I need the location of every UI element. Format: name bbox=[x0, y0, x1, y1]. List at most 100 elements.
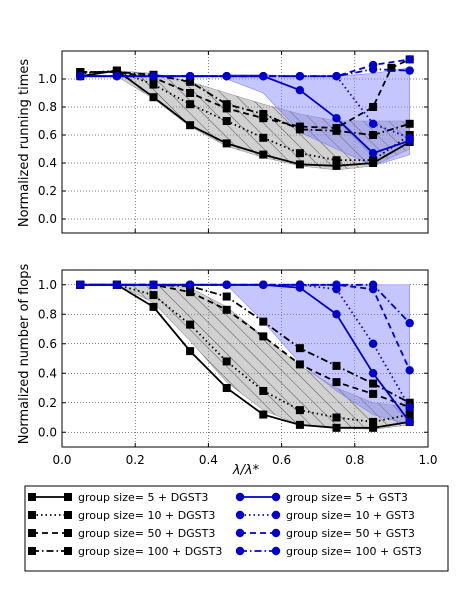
legend-label-6: group size= 100 + DGST3 bbox=[78, 545, 222, 558]
series-marker-1-8 bbox=[369, 156, 378, 165]
series-line-7 bbox=[80, 283, 411, 324]
legend-label-3: group size= 10 + GST3 bbox=[286, 509, 415, 522]
plot-frame-running-times bbox=[61, 50, 429, 234]
series-marker-3-4 bbox=[222, 292, 231, 301]
series-marker-7-2 bbox=[149, 280, 158, 289]
series-marker-1-6 bbox=[295, 406, 304, 415]
series-marker-5-8 bbox=[368, 339, 378, 348]
legend-marker-7-1 bbox=[271, 546, 281, 556]
series-marker-0-7 bbox=[332, 423, 341, 432]
running-times-panel: 0.0 0.2 0.4 0.6 0.8 1.0 bbox=[38, 50, 429, 234]
series-marker-3-6 bbox=[295, 125, 304, 134]
legend-label-4: group size= 50 + DGST3 bbox=[78, 527, 215, 540]
series-marker-1-6 bbox=[295, 149, 304, 158]
series-marker-2-7 bbox=[332, 378, 341, 387]
series-marker-1-3 bbox=[186, 320, 195, 329]
series-marker-3-8 bbox=[369, 131, 378, 139]
y-tick-label-3: 0.6 bbox=[38, 337, 57, 351]
plot-frame-flops bbox=[61, 269, 429, 448]
x-tick-label-3: 0.6 bbox=[272, 453, 291, 467]
legend-marker-1-1 bbox=[271, 492, 281, 502]
series-marker-2-4 bbox=[222, 104, 231, 113]
series-marker-2-5 bbox=[259, 332, 268, 341]
series-marker-7-1 bbox=[112, 280, 122, 289]
series-marker-0-5 bbox=[259, 410, 268, 419]
series-marker-7-8 bbox=[368, 280, 378, 289]
legend-marker-4-1 bbox=[64, 529, 72, 537]
series-marker-7-3 bbox=[185, 280, 195, 289]
series-marker-1-2 bbox=[149, 80, 158, 89]
series-marker-4-8 bbox=[368, 369, 378, 378]
series-marker-3-4 bbox=[222, 100, 231, 109]
series-marker-3-7 bbox=[332, 126, 341, 135]
series-marker-7-3 bbox=[185, 72, 195, 81]
y-tick-label-5: 1.0 bbox=[38, 278, 57, 292]
legend-label-0: group size= 5 + DGST3 bbox=[78, 491, 208, 504]
legend-marker-2-0 bbox=[28, 511, 36, 519]
series-marker-0-3 bbox=[186, 121, 195, 130]
x-axis-label: λ/λ* bbox=[232, 463, 260, 478]
series-marker-1-7 bbox=[332, 413, 341, 422]
series-marker-5-9 bbox=[405, 402, 414, 412]
legend-marker-3-0 bbox=[235, 510, 245, 520]
y-tick-label-1: 0.2 bbox=[38, 396, 57, 410]
x-tick-label-0: 0.0 bbox=[52, 453, 71, 467]
series-marker-2-4 bbox=[222, 305, 231, 314]
flops-panel: 0.0 0.2 0.4 0.6 0.8 1.0 0.0 0.2 0.4 0.6 0.8 1.0 bbox=[38, 269, 438, 467]
series-marker-7-6 bbox=[295, 280, 305, 289]
series-marker-1-9 bbox=[405, 410, 414, 419]
series-marker-0-7 bbox=[332, 161, 341, 170]
series-marker-3-9 bbox=[405, 398, 414, 407]
x-tick-label-2: 0.4 bbox=[199, 453, 218, 467]
legend-label-1: group size= 5 + GST3 bbox=[286, 491, 408, 504]
y-tick-label-1: 0.2 bbox=[38, 184, 57, 198]
y-tick-label-2: 0.4 bbox=[38, 156, 57, 170]
y-tick-label-2: 0.4 bbox=[38, 366, 57, 380]
series-marker-7-0 bbox=[76, 72, 85, 81]
series-marker-0-3 bbox=[186, 347, 195, 356]
series-line-0 bbox=[80, 69, 411, 167]
series-marker-2-3 bbox=[186, 89, 195, 97]
series-marker-7-5 bbox=[259, 280, 268, 289]
series-marker-7-5 bbox=[259, 72, 268, 81]
legend: group size= 5 + DGST3 group size= 5 + GST… bbox=[24, 485, 449, 572]
legend-marker-4-0 bbox=[28, 529, 36, 537]
series-marker-3-3 bbox=[186, 77, 195, 86]
y-tick-label-0: 0.0 bbox=[38, 425, 57, 439]
y-axis-label-flops: Normalized number of flops bbox=[17, 264, 32, 445]
series-line-0 bbox=[80, 283, 410, 429]
series-marker-7-4 bbox=[222, 72, 231, 81]
series-marker-0-4 bbox=[222, 139, 231, 148]
x-tick-label-4: 0.8 bbox=[345, 453, 364, 467]
series-marker-3-7 bbox=[332, 361, 341, 370]
series-marker-2-3 bbox=[186, 288, 195, 297]
legend-marker-2-1 bbox=[64, 511, 72, 519]
series-marker-4-8 bbox=[368, 149, 378, 158]
series-marker-0-8 bbox=[369, 423, 378, 432]
series-marker-2-5 bbox=[259, 114, 268, 123]
series-marker-3-5 bbox=[259, 110, 268, 118]
legend-frame bbox=[24, 485, 449, 572]
y-axis-label-running-times: Normalized running times bbox=[17, 59, 32, 228]
series-marker-2-9 bbox=[387, 63, 396, 72]
legend-marker-5-0 bbox=[235, 528, 245, 538]
series-marker-1-5 bbox=[259, 133, 268, 142]
legend-label-7: group size= 100 + GST3 bbox=[286, 545, 422, 558]
series-marker-4-7 bbox=[332, 310, 341, 319]
series-marker-5-8 bbox=[368, 119, 378, 128]
series-marker-7-9 bbox=[405, 318, 414, 328]
series-marker-0-6 bbox=[295, 420, 304, 429]
x-tick-label-1: 0.2 bbox=[126, 453, 145, 467]
legend-marker-0-0 bbox=[28, 493, 36, 501]
series-line-1 bbox=[80, 69, 411, 162]
series-marker-0-6 bbox=[295, 160, 304, 169]
series-marker-2-8 bbox=[369, 389, 378, 398]
series-marker-7-8 bbox=[368, 65, 378, 74]
series-marker-4-6 bbox=[295, 86, 305, 95]
legend-marker-5-1 bbox=[271, 528, 281, 538]
series-marker-3-9 bbox=[405, 119, 414, 128]
series-marker-7-7 bbox=[332, 72, 341, 81]
series-line-3 bbox=[80, 71, 410, 136]
series-marker-4-9 bbox=[405, 417, 414, 427]
y-tick-label-4: 0.8 bbox=[38, 100, 57, 114]
